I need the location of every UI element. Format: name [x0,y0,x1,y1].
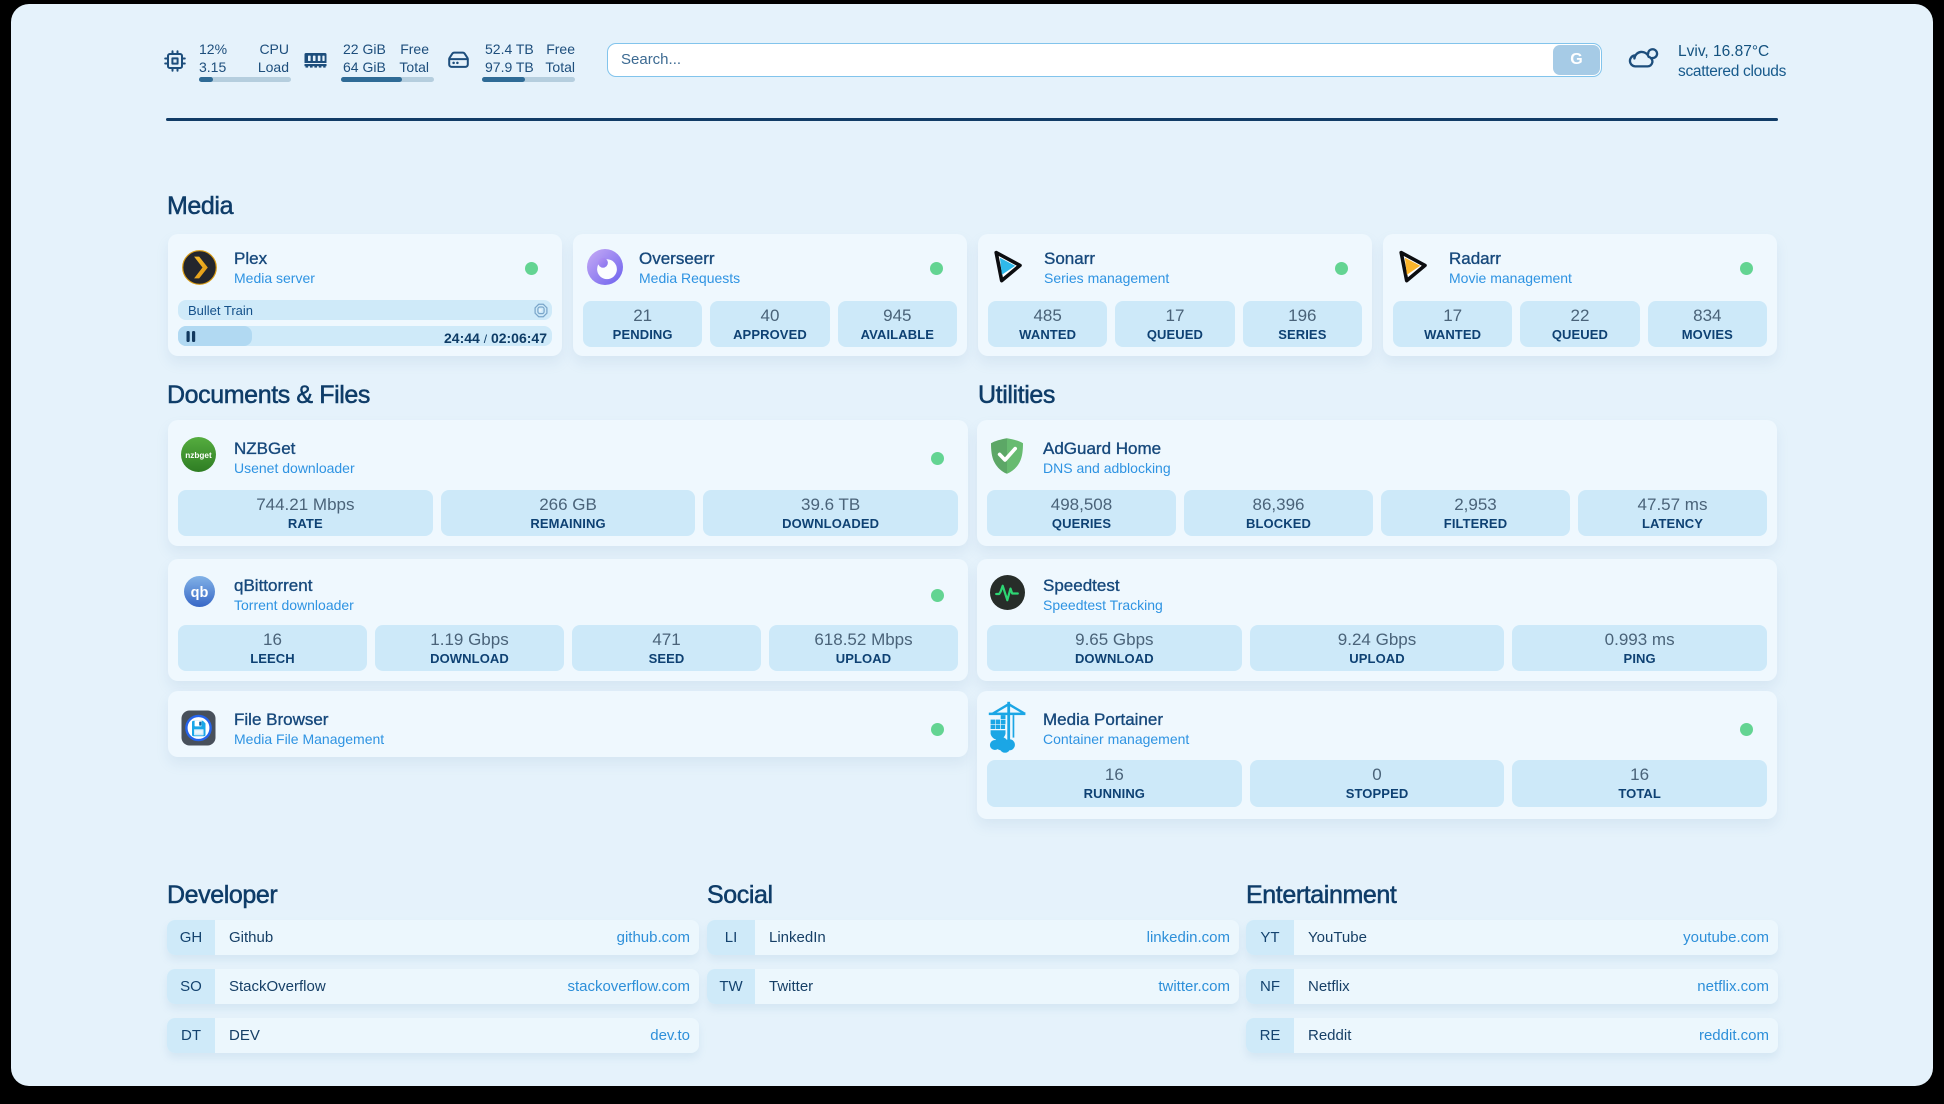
svg-text:qb: qb [191,585,209,601]
svg-text:nzbget: nzbget [185,451,212,460]
